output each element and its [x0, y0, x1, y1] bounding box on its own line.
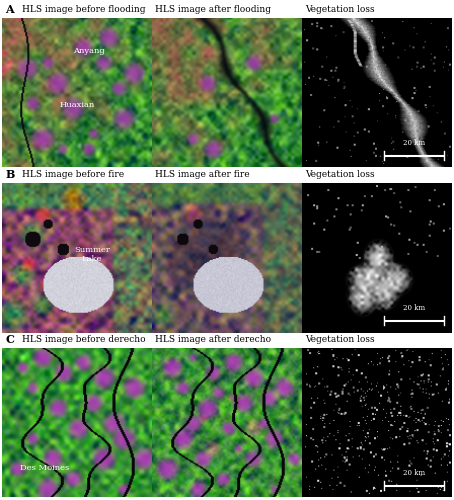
Text: HLS image before derecho: HLS image before derecho: [22, 335, 145, 344]
Text: B: B: [5, 169, 15, 180]
Text: Vegetation loss: Vegetation loss: [305, 335, 375, 344]
Text: Vegetation loss: Vegetation loss: [305, 5, 375, 14]
Text: Huaxian: Huaxian: [59, 100, 95, 108]
Text: 20 km: 20 km: [403, 468, 425, 476]
Text: HLS image after fire: HLS image after fire: [155, 170, 250, 179]
Text: HLS image before fire: HLS image before fire: [22, 170, 124, 179]
Text: Vegetation loss: Vegetation loss: [305, 170, 375, 179]
Text: 20 km: 20 km: [403, 304, 425, 312]
Text: C: C: [5, 334, 14, 345]
Text: HLS image after flooding: HLS image after flooding: [155, 5, 271, 14]
Text: A: A: [5, 4, 14, 15]
Text: Des Moines: Des Moines: [20, 464, 69, 471]
Text: HLS image before flooding: HLS image before flooding: [22, 5, 145, 14]
Text: 20 km: 20 km: [403, 138, 425, 146]
Text: Anyang: Anyang: [73, 47, 105, 55]
Text: HLS image after derecho: HLS image after derecho: [155, 335, 271, 344]
Text: Summer
Lake: Summer Lake: [74, 246, 110, 264]
